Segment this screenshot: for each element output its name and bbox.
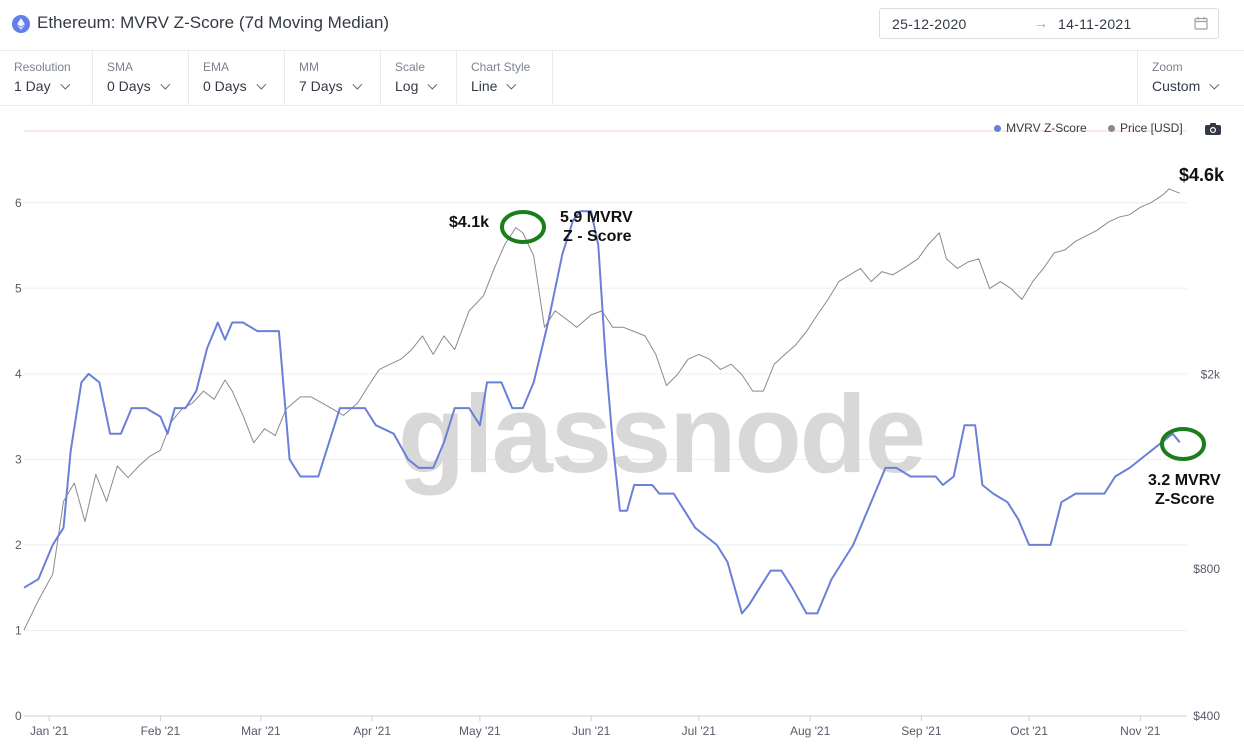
annotation-peak-mvrv-2: Z - Score [563, 228, 632, 245]
ema-value: 0 Days [203, 78, 247, 94]
mm-dropdown[interactable]: MM 7 Days [285, 51, 381, 105]
grid-lines [24, 202, 1187, 717]
y-left-tick-label: 1 [15, 623, 22, 637]
sma-label: SMA [107, 60, 134, 74]
x-tick-label: Jul '21 [682, 724, 717, 738]
x-tick-label: Jan '21 [30, 724, 69, 738]
x-tick-label: Feb '21 [141, 724, 181, 738]
y-right-tick-label: $800 [1193, 562, 1220, 576]
chart-header: Ethereum: MVRV Z-Score (7d Moving Median… [0, 0, 1244, 51]
y-left-tick-label: 6 [15, 196, 22, 210]
y-axis-right: $400 $800 $2k [1193, 368, 1221, 723]
resolution-value: 1 Day [14, 78, 51, 94]
legend-item-mvrv[interactable]: MVRV Z-Score [994, 121, 1087, 135]
annotation-current-mvrv-2: Z-Score [1155, 491, 1215, 508]
x-tick-label: Nov '21 [1120, 724, 1161, 738]
ema-label: EMA [203, 60, 230, 74]
y-right-tick-label: $2k [1201, 368, 1221, 382]
x-axis: Jan '21 Feb '21 Mar '21 Apr '21 May '21 Jun '… [24, 715, 1187, 738]
current-highlight-circle [1160, 427, 1206, 461]
series-group [23, 188, 1181, 631]
x-tick-label: Apr '21 [353, 724, 391, 738]
x-tick-label: May '21 [459, 724, 501, 738]
date-arrow-icon: → [1034, 15, 1048, 31]
chart-style-value: Line [471, 78, 498, 94]
y-axis-left: 0 1 2 3 4 5 6 [15, 196, 22, 723]
scale-dropdown[interactable]: Scale Log [381, 51, 457, 105]
date-from-field[interactable]: 25-12-2020 [892, 16, 967, 32]
annotation-peak-mvrv-1: 5.9 MVRV [560, 209, 633, 226]
x-tick-label: Mar '21 [241, 724, 281, 738]
annotation-current-price: $4.6k [1179, 165, 1225, 185]
resolution-dropdown[interactable]: Resolution 1 Day [0, 51, 93, 105]
legend-dot-icon [994, 125, 1002, 133]
series-line-mvrv [23, 210, 1181, 615]
date-range-picker[interactable]: 25-12-2020 → 14-11-2021 [879, 8, 1219, 39]
resolution-label: Resolution [14, 60, 71, 74]
date-to-field[interactable]: 14-11-2021 [1058, 16, 1132, 32]
mm-label: MM [299, 60, 319, 74]
annotation-peak-price: $4.1k [449, 214, 489, 231]
calendar-icon[interactable] [1194, 16, 1208, 30]
zoom-label: Zoom [1152, 60, 1183, 74]
camera-icon[interactable] [1204, 122, 1222, 136]
chart-style-label: Chart Style [471, 60, 531, 74]
mm-value: 7 Days [299, 78, 343, 94]
legend-dot-icon [1107, 125, 1115, 133]
y-right-tick-label: $400 [1193, 709, 1220, 723]
chart-toolbar: Resolution 1 Day SMA 0 Days EMA 0 Days M… [0, 51, 1244, 106]
zoom-value: Custom [1152, 78, 1201, 94]
peak-highlight-circle [500, 210, 546, 244]
ethereum-icon [12, 15, 30, 33]
legend-label-mvrv: MVRV Z-Score [1006, 121, 1087, 135]
zoom-dropdown[interactable]: Zoom Custom [1137, 51, 1244, 105]
page-title: Ethereum: MVRV Z-Score (7d Moving Median… [37, 13, 390, 32]
sma-dropdown[interactable]: SMA 0 Days [93, 51, 189, 105]
legend-label-price: Price [USD] [1119, 121, 1183, 135]
scale-value: Log [395, 78, 419, 94]
watermark: glassnode [398, 373, 924, 496]
y-left-tick-label: 3 [15, 452, 22, 466]
annotation-current-mvrv-1: 3.2 MVRV [1148, 472, 1221, 489]
scale-label: Scale [395, 60, 426, 74]
chart-style-dropdown[interactable]: Chart Style Line [457, 51, 553, 105]
y-left-tick-label: 5 [15, 281, 22, 295]
series-line-price [23, 188, 1180, 631]
y-left-tick-label: 0 [15, 709, 22, 723]
x-tick-label: Aug '21 [790, 724, 831, 738]
x-tick-label: Sep '21 [901, 724, 942, 738]
chart-legend: MVRV Z-Score Price [USD] [994, 121, 1222, 136]
x-tick-label: Oct '21 [1010, 724, 1048, 738]
x-tick-label: Jun '21 [572, 724, 611, 738]
ema-dropdown[interactable]: EMA 0 Days [189, 51, 285, 105]
y-left-tick-label: 2 [15, 538, 22, 552]
y-left-tick-label: 4 [15, 367, 22, 381]
legend-item-price[interactable]: Price [USD] [1107, 121, 1183, 135]
sma-value: 0 Days [107, 78, 151, 94]
annotations: $4.1k 5.9 MVRV Z - Score 3.2 MVRV Z-Scor… [449, 165, 1225, 508]
